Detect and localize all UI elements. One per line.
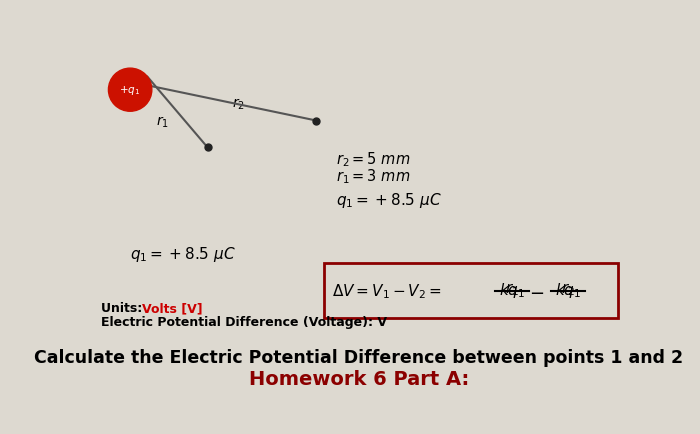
Text: Homework 6 Part A:: Homework 6 Part A: <box>248 369 469 388</box>
Text: Volts [V]: Volts [V] <box>141 302 202 315</box>
Circle shape <box>108 69 152 112</box>
Text: $r_1 = 3\ mm$: $r_1 = 3\ mm$ <box>335 168 410 186</box>
Text: $r_1$: $r_1$ <box>505 281 519 298</box>
Text: $\Delta V = V_1 - V_2 =$: $\Delta V = V_1 - V_2 =$ <box>332 282 442 300</box>
Text: $r_1$: $r_1$ <box>156 115 169 130</box>
Text: $r_2$: $r_2$ <box>561 281 575 298</box>
Text: $-$: $-$ <box>529 282 545 300</box>
Bar <box>324 263 618 319</box>
Text: Calculate the Electric Potential Difference between points 1 and 2: Calculate the Electric Potential Differe… <box>34 348 683 366</box>
Text: $+q_1$: $+q_1$ <box>120 84 141 97</box>
Text: Electric Potential Difference (Voltage): V: Electric Potential Difference (Voltage):… <box>102 316 388 329</box>
Text: $kq_1$: $kq_1$ <box>555 280 581 299</box>
Text: $r_2$: $r_2$ <box>232 97 245 112</box>
Text: $kq_1$: $kq_1$ <box>499 280 525 299</box>
Text: Units:: Units: <box>102 302 147 315</box>
Text: $q_1 = +8.5\ \mu C$: $q_1 = +8.5\ \mu C$ <box>130 244 236 263</box>
Text: $r_2 = 5\ mm$: $r_2 = 5\ mm$ <box>335 150 410 168</box>
Text: $q_1 = +8.5\ \mu C$: $q_1 = +8.5\ \mu C$ <box>335 191 442 209</box>
